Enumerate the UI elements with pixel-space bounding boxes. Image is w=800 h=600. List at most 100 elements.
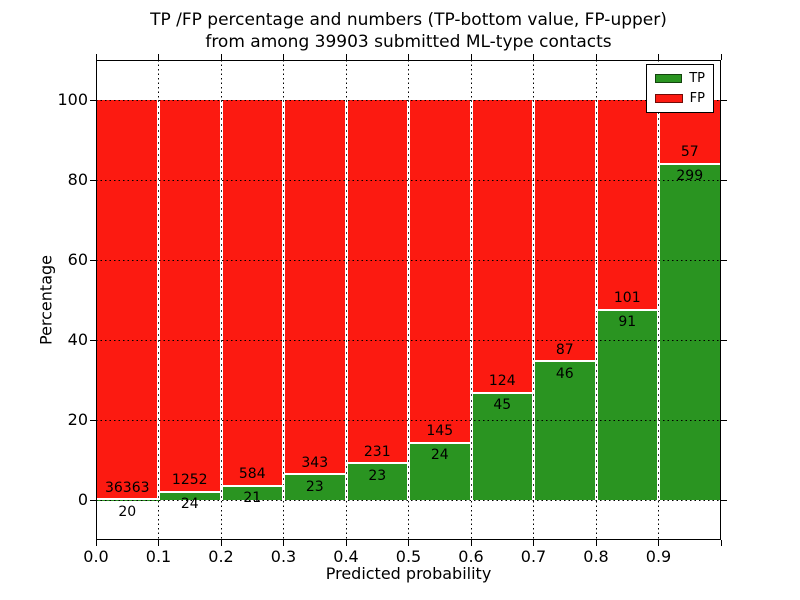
tp-bar-segment	[596, 310, 659, 500]
x-tick-label: 0.4	[333, 547, 359, 566]
x-tick	[470, 540, 472, 546]
tp-bar-segment	[658, 164, 721, 500]
tp-count-label: 20	[118, 503, 137, 520]
bar-divider-dots	[533, 100, 534, 500]
segment-divider	[533, 360, 596, 363]
x-tick	[720, 540, 722, 546]
x-tick	[158, 540, 159, 546]
x-tick-label: 0.1	[145, 547, 172, 566]
bar-divider	[282, 100, 285, 500]
fp-bar-segment	[158, 100, 221, 493]
tp-count-label: 91	[618, 314, 637, 331]
chart-title-line1: TP /FP percentage and numbers (TP-bottom…	[150, 10, 667, 30]
x-tick-top	[533, 54, 534, 60]
x-tick-top	[158, 54, 159, 60]
bar-divider-dots	[470, 100, 472, 500]
x-axis-label: Predicted probability	[325, 564, 492, 583]
y-tick	[90, 419, 96, 421]
y-tick-label: 0	[77, 490, 88, 509]
y-tick-label: 60	[67, 250, 88, 269]
y-gridline	[96, 99, 721, 101]
x-tick-label: 0.5	[395, 547, 422, 566]
chart-title-line2: from among 39903 submitted ML-type conta…	[205, 32, 612, 52]
legend-label-fp: FP	[689, 91, 705, 106]
x-tick	[658, 540, 659, 546]
y-tick	[90, 259, 96, 261]
x-tick-label: 0.2	[208, 547, 234, 566]
y-tick	[90, 499, 96, 501]
tp-count-label: 24	[430, 447, 449, 464]
bar-divider	[594, 100, 598, 500]
y-tick-right	[721, 339, 727, 341]
segment-divider	[221, 484, 284, 487]
y-tick-right	[721, 499, 727, 501]
tp-count-label: 24	[180, 496, 199, 513]
x-tick-label: 0.0	[83, 547, 109, 566]
y-tick-label: 100	[57, 90, 88, 109]
fp-count-label: 57	[680, 144, 699, 161]
y-tick	[90, 339, 96, 341]
fp-count-label: 343	[301, 454, 329, 471]
y-tick-right	[721, 179, 727, 181]
x-tick	[220, 540, 222, 546]
fp-count-label: 584	[238, 466, 266, 483]
x-tick-top	[283, 54, 284, 60]
tp-bar-segment	[408, 443, 471, 500]
bar-divider-dots	[283, 100, 284, 500]
tp-bar-segment	[533, 361, 596, 500]
y-tick-label: 40	[67, 330, 88, 349]
legend-entry-tp: TP	[655, 72, 705, 85]
chart-title: TP /FP percentage and numbers (TP-bottom…	[96, 9, 721, 53]
fp-bar-segment	[346, 100, 409, 464]
bar-divider-dots	[345, 100, 347, 500]
fp-count-label: 36363	[104, 479, 150, 496]
fp-count-label: 231	[363, 443, 391, 460]
bar-divider	[219, 100, 223, 500]
x-tick-label: 0.8	[583, 547, 609, 566]
bar-divider-dots	[158, 100, 159, 500]
x-tick-top	[95, 54, 97, 60]
fp-bar-segment	[221, 100, 284, 487]
x-tick-top	[345, 54, 347, 60]
legend-label-tp: TP	[689, 71, 705, 86]
segment-divider	[658, 162, 721, 165]
bar-divider	[469, 100, 473, 500]
tp-count-label: 45	[493, 397, 512, 414]
segment-divider	[596, 308, 659, 311]
legend-swatch-tp-icon	[655, 74, 683, 83]
tp-bar-segment	[158, 492, 221, 500]
segment-divider	[408, 441, 471, 444]
fp-bar-segment	[596, 100, 659, 311]
tp-count-label: 21	[243, 490, 262, 507]
x-tick	[345, 540, 347, 546]
y-gridline	[96, 499, 721, 501]
fp-count-label: 1252	[171, 472, 208, 489]
bar-divider	[657, 100, 660, 500]
bar-divider	[532, 100, 535, 500]
x-tick	[95, 540, 97, 546]
y-tick-label: 20	[67, 410, 88, 429]
x-tick-top	[220, 54, 222, 60]
bar-divider-dots	[595, 100, 597, 500]
bar-divider-dots	[220, 100, 222, 500]
tp-count-label: 299	[676, 168, 704, 185]
y-tick-right	[721, 419, 727, 421]
x-tick-label: 0.9	[645, 547, 672, 566]
y-tick-right	[721, 99, 727, 101]
tp-count-label: 23	[368, 467, 387, 484]
fp-bar-segment	[408, 100, 471, 444]
fp-count-label: 124	[488, 373, 516, 390]
x-tick-top	[595, 54, 597, 60]
tp-bar-segment	[221, 486, 284, 500]
y-tick-right	[721, 259, 727, 261]
legend-entry-fp: FP	[655, 92, 705, 105]
plot-area: 36363 20 1252 24 584 21 343 23 231 23 145 24 124 45 87…	[96, 60, 721, 540]
segment-divider	[283, 473, 346, 476]
fp-bar-segment	[533, 100, 596, 362]
y-tick	[90, 179, 96, 181]
y-gridline	[96, 259, 721, 261]
y-tick	[90, 99, 96, 101]
bar-divider	[344, 100, 348, 500]
tp-count-label: 23	[305, 478, 324, 495]
